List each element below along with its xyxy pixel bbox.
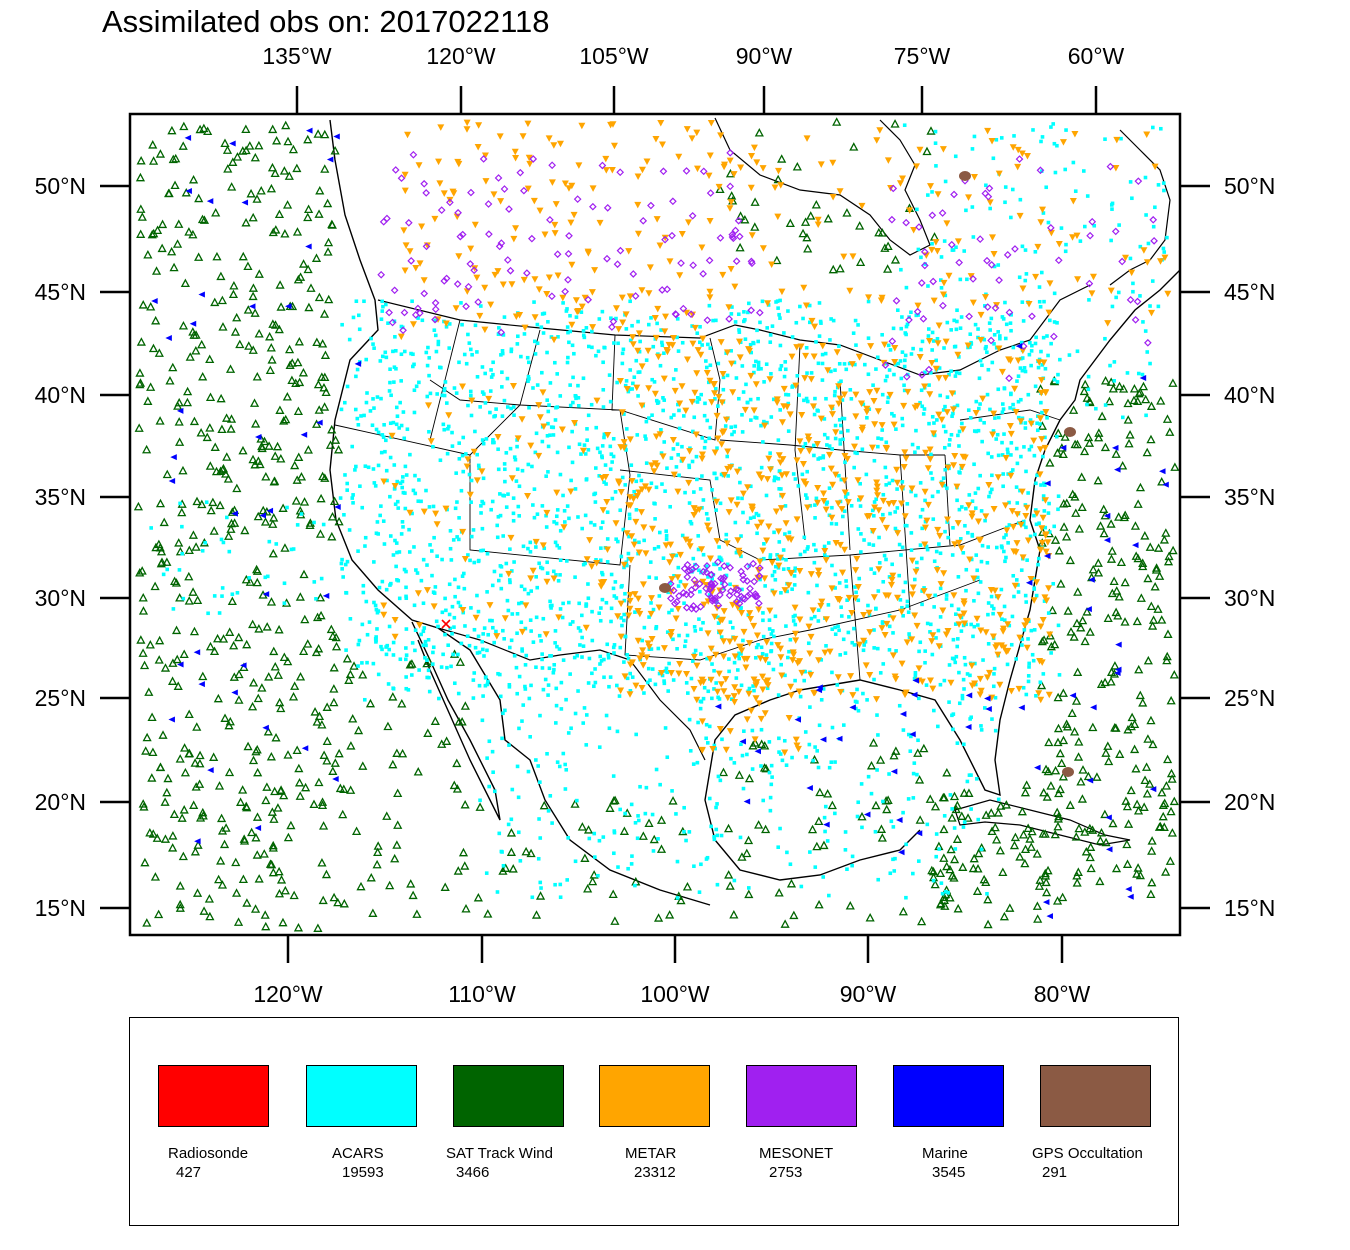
left-lat-label: 20°N [34, 789, 86, 815]
legend-count: 23312 [634, 1164, 676, 1181]
right-lat-label: 30°N [1224, 585, 1276, 611]
coastline-labrador [1109, 129, 1171, 286]
legend-label: METAR [625, 1145, 677, 1162]
top-lon-label: 60°W [1067, 43, 1125, 69]
left-lat-label: 15°N [34, 895, 86, 921]
legend: Radiosonde 427 ACARS 19593 SAT Track Wind 346… [129, 1017, 1179, 1226]
legend-count: 3545 [932, 1164, 966, 1181]
legend-label: ACARS [332, 1145, 384, 1162]
axis-tick-marks [100, 86, 1210, 963]
us-mexico-border [437, 627, 706, 761]
top-lon-label: 105°W [579, 43, 649, 69]
right-lat-label: 20°N [1224, 789, 1276, 815]
left-lat-label: 25°N [34, 685, 86, 711]
left-lat-label: 35°N [34, 484, 86, 510]
left-lat-label: 30°N [34, 585, 86, 611]
state-lines [334, 319, 1061, 681]
bottom-lon-label: 100°W [640, 981, 710, 1007]
top-lon-label: 120°W [426, 43, 496, 69]
legend-count: 427 [176, 1164, 202, 1181]
bottom-lon-label: 120°W [253, 981, 323, 1007]
bottom-lon-label: 90°W [839, 981, 897, 1007]
legend-swatch-metar [599, 1065, 710, 1127]
coastline-baja [411, 621, 501, 821]
top-lon-label: 90°W [735, 43, 793, 69]
observation-map [100, 86, 1210, 963]
left-lat-label: 50°N [34, 173, 86, 199]
coastline-hudson [714, 117, 931, 256]
right-lat-label: 25°N [1224, 685, 1276, 711]
legend-count: 291 [1042, 1164, 1068, 1181]
legend-swatch-sat-track-wind [453, 1065, 564, 1127]
legend-label: SAT Track Wind [446, 1145, 553, 1162]
bottom-lon-label: 110°W [448, 981, 516, 1007]
top-lon-label: 135°W [262, 43, 332, 69]
legend-count: 19593 [342, 1164, 384, 1181]
right-lat-label: 35°N [1224, 484, 1276, 510]
legend-swatch-gps-occultation [1040, 1065, 1151, 1127]
legend-swatch-radiosonde [158, 1065, 269, 1127]
coastline-mexico-east [704, 769, 921, 881]
us-canada-border [377, 284, 1091, 376]
observation-markers [133, 117, 1180, 932]
legend-count: 3466 [456, 1164, 490, 1181]
legend-swatch-acars [306, 1065, 417, 1127]
legend-label: Radiosonde [168, 1145, 249, 1162]
coastline-gulf [709, 269, 1180, 797]
legend-label: Marine [922, 1145, 968, 1162]
map-frame [128, 112, 1182, 937]
coastline-west [329, 119, 711, 906]
coastline-cuba [954, 799, 1131, 846]
bottom-lon-label: 80°W [1033, 981, 1091, 1007]
right-lat-label: 40°N [1224, 382, 1276, 408]
legend-count: 2753 [769, 1164, 803, 1181]
left-lat-label: 45°N [34, 279, 86, 305]
right-lat-label: 45°N [1224, 279, 1276, 305]
map-title: Assimilated obs on: 2017022118 [102, 4, 550, 39]
top-lon-label: 75°W [893, 43, 951, 69]
right-lat-label: 15°N [1224, 895, 1276, 921]
legend-swatch-mesonet [746, 1065, 857, 1127]
left-lat-label: 40°N [34, 382, 86, 408]
legend-label: GPS Occultation [1032, 1145, 1143, 1162]
right-lat-label: 50°N [1224, 173, 1276, 199]
legend-swatch-marine [893, 1065, 1004, 1127]
legend-label: MESONET [759, 1145, 834, 1162]
